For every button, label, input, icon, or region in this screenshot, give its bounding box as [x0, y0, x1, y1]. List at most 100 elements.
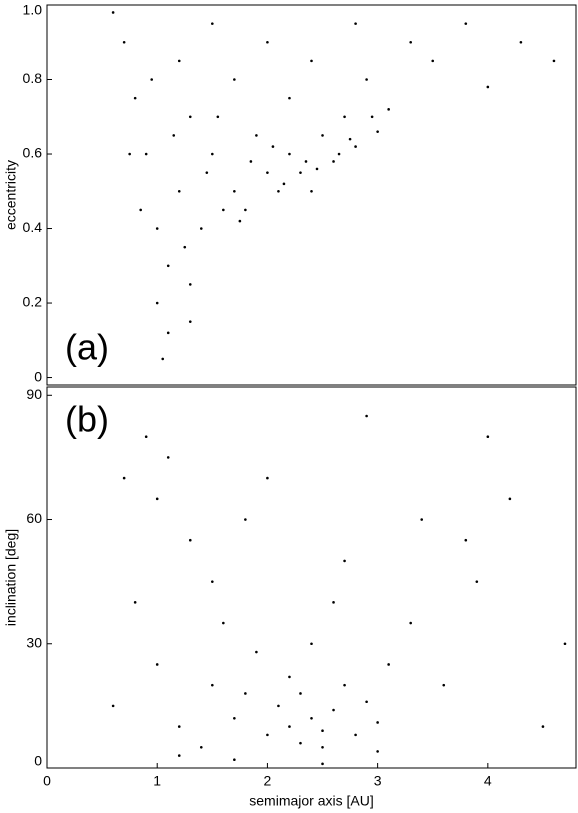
x-tick-label: 3: [374, 773, 382, 789]
point: [321, 134, 324, 137]
point: [365, 414, 368, 418]
point: [332, 601, 335, 604]
point: [128, 152, 131, 156]
point: [354, 145, 357, 148]
point: [183, 245, 187, 249]
point: [486, 435, 490, 438]
point: [348, 137, 352, 141]
point: [177, 725, 181, 728]
point: [376, 130, 379, 133]
point: [321, 745, 324, 749]
point: [216, 115, 220, 119]
point: [288, 675, 291, 679]
point: [150, 78, 153, 81]
point: [288, 152, 291, 156]
point: [337, 152, 341, 156]
point: [310, 189, 313, 193]
point: [310, 59, 313, 63]
point: [266, 40, 269, 44]
point: [409, 40, 412, 44]
y-tick-label: 0.2: [23, 294, 43, 310]
x-tick-label: 1: [153, 773, 161, 789]
point: [409, 621, 412, 625]
point: [387, 108, 390, 111]
x-tick-label: 2: [264, 773, 272, 789]
point: [255, 650, 258, 654]
point: [304, 160, 308, 163]
point: [365, 78, 368, 81]
point: [172, 134, 176, 137]
point: [442, 683, 446, 687]
plot-frame: [46, 386, 577, 769]
point: [188, 320, 192, 323]
point: [205, 171, 209, 174]
point: [464, 538, 468, 542]
point: [266, 476, 269, 480]
point: [199, 745, 203, 749]
point: [233, 717, 236, 720]
point: [277, 704, 280, 708]
point: [321, 729, 324, 733]
point: [222, 621, 225, 625]
point: [177, 754, 181, 757]
point: [161, 357, 165, 361]
point: [255, 134, 258, 137]
point: [177, 189, 181, 193]
point: [244, 208, 247, 212]
y-tick-label: 0.4: [23, 219, 43, 235]
y-tick-label: 90: [26, 386, 42, 402]
point: [133, 601, 137, 604]
point: [519, 40, 523, 44]
point: [354, 733, 357, 737]
point: [188, 115, 192, 119]
point: [249, 160, 253, 163]
point: [431, 59, 435, 63]
panel-label: (b): [65, 399, 109, 440]
y-tick-label: 60: [26, 510, 42, 526]
point: [244, 692, 247, 695]
point: [188, 283, 192, 286]
point: [420, 518, 424, 521]
y-tick-label: 0: [34, 368, 42, 384]
point: [139, 208, 142, 212]
point: [299, 692, 302, 695]
point: [166, 264, 170, 268]
point: [266, 733, 269, 737]
point: [233, 758, 236, 762]
y-tick-label: 30: [26, 634, 42, 650]
y-tick-label: 0.6: [23, 145, 43, 161]
x-tick-label: 0: [43, 773, 51, 789]
point: [199, 227, 203, 230]
point: [475, 580, 479, 583]
y-tick-label: 0: [34, 753, 42, 769]
point: [144, 435, 148, 438]
point: [222, 208, 225, 212]
point: [238, 219, 242, 223]
point: [133, 96, 137, 100]
point: [155, 663, 159, 666]
point: [315, 167, 319, 171]
point: [365, 700, 368, 704]
point: [343, 683, 346, 687]
point: [387, 663, 390, 666]
point: [541, 725, 545, 728]
x-tick-label: 4: [484, 773, 492, 789]
point: [282, 182, 286, 186]
y-axis-label: inclination [deg]: [3, 529, 19, 626]
point: [122, 40, 126, 44]
point: [376, 750, 379, 753]
point: [370, 115, 374, 119]
point: [288, 96, 291, 100]
point: [508, 497, 512, 501]
point: [271, 145, 275, 148]
point: [155, 497, 159, 501]
point: [310, 642, 313, 646]
point: [310, 717, 313, 720]
point: [299, 741, 302, 745]
point: [166, 331, 170, 335]
y-axis-label: eccentricity: [3, 160, 19, 230]
point: [332, 160, 335, 163]
point: [211, 22, 214, 25]
point: [299, 171, 302, 174]
